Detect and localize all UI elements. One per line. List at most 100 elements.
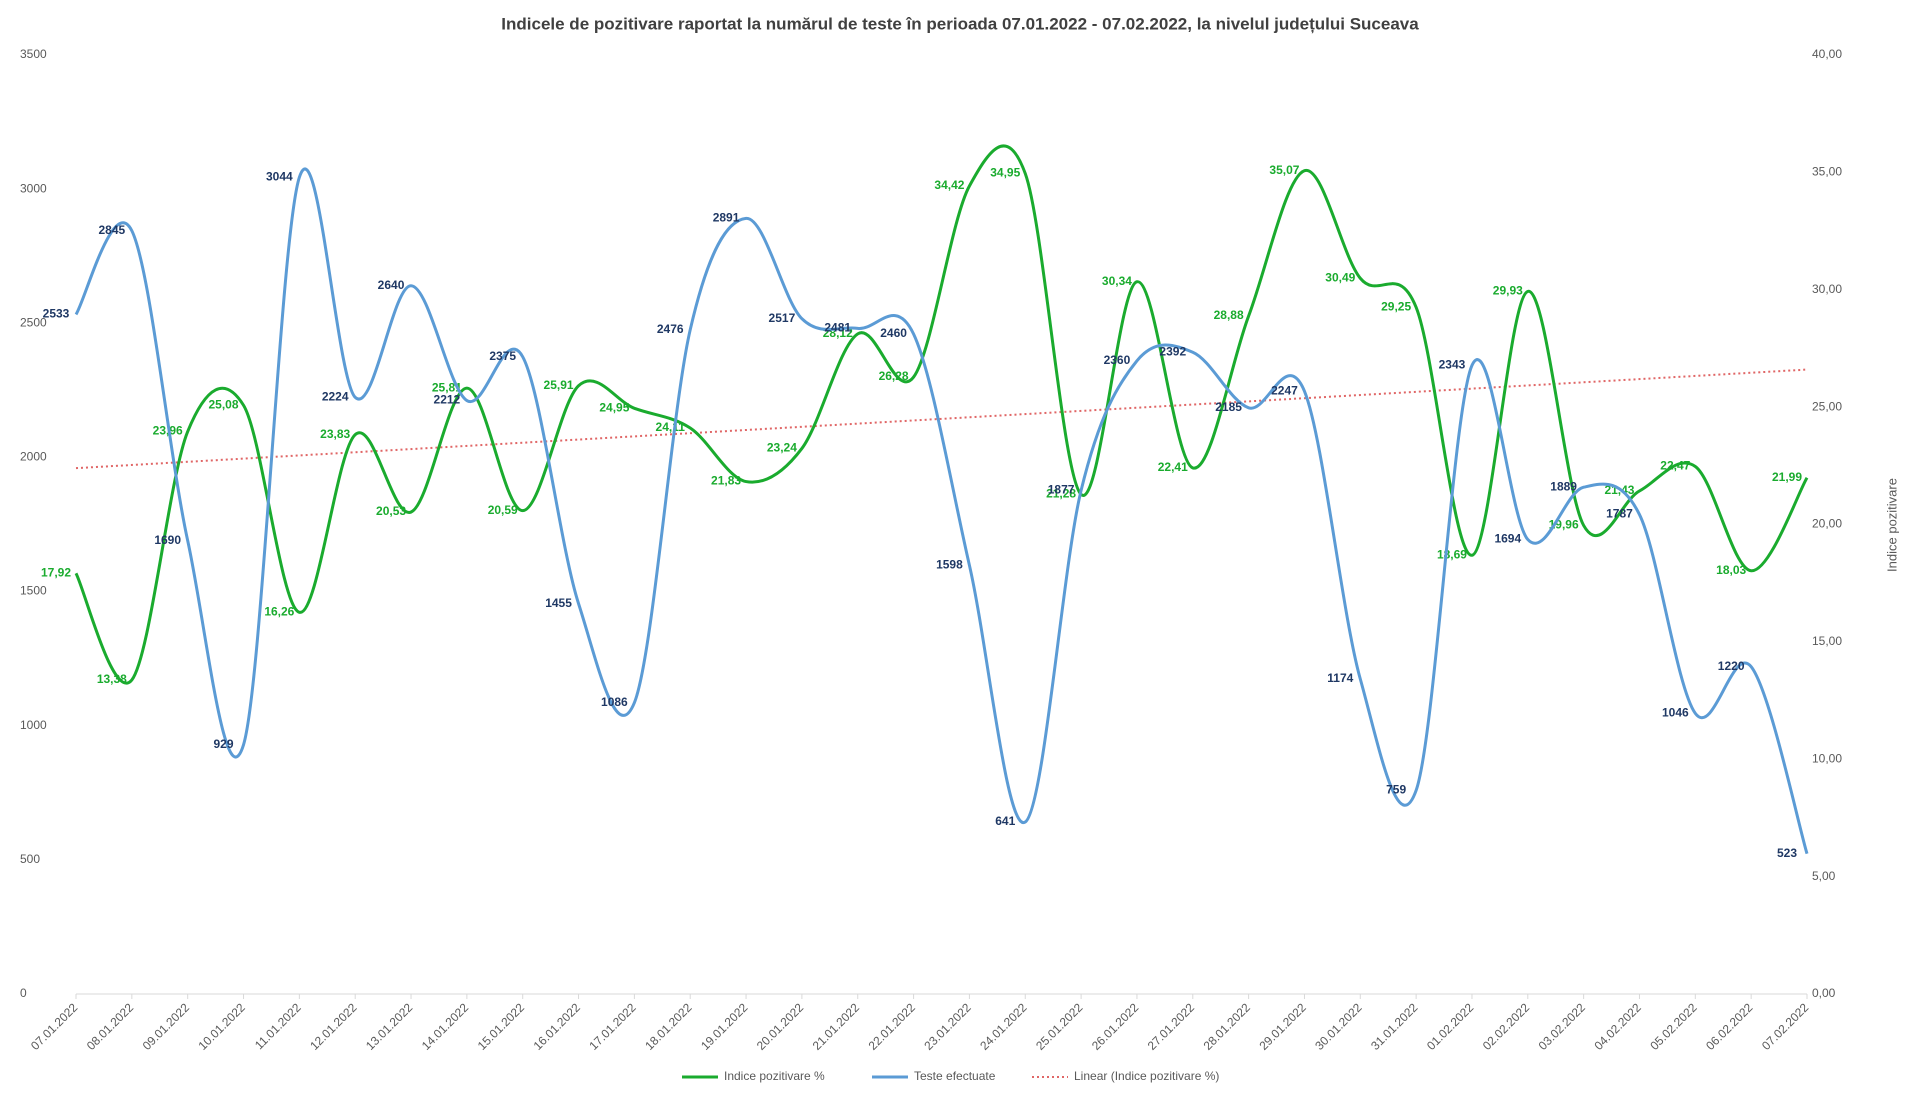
y-tick-label: 3000: [20, 181, 47, 195]
data-label: 23,83: [320, 427, 350, 441]
data-label: 30,49: [1325, 270, 1355, 284]
x-tick-label: 22.01.2022: [866, 1000, 919, 1053]
data-label: 2247: [1271, 383, 1298, 397]
x-tick-label: 14.01.2022: [419, 1000, 472, 1053]
data-label: 17,92: [41, 565, 71, 579]
data-label: 29,25: [1381, 300, 1411, 314]
x-tick-label: 11.01.2022: [252, 1000, 304, 1052]
data-label: 22,41: [1158, 460, 1188, 474]
data-label: 2481: [824, 321, 851, 335]
x-tick-label: 31.01.2022: [1368, 1000, 1421, 1053]
y2-tick-label: 35,00: [1812, 165, 1842, 179]
x-tick-label: 21.01.2022: [810, 1000, 863, 1053]
y-tick-label: 1500: [20, 584, 47, 598]
y-tick-label: 1000: [20, 718, 47, 732]
data-label: 18,03: [1716, 563, 1746, 577]
data-label: 1086: [601, 695, 628, 709]
data-label: 641: [995, 814, 1015, 828]
x-tick-label: 07.01.2022: [28, 1000, 81, 1053]
y-tick-label: 3500: [20, 47, 47, 61]
x-tick-label: 30.01.2022: [1312, 1000, 1365, 1053]
x-tick-label: 09.01.2022: [140, 1000, 193, 1053]
trend-line: [75, 368, 1808, 470]
data-label: 929: [214, 737, 234, 751]
x-tick-label: 19.01.2022: [698, 1000, 751, 1053]
data-label: 2224: [322, 390, 349, 404]
x-tick-label: 28.01.2022: [1201, 1000, 1254, 1053]
data-label: 34,42: [934, 178, 964, 192]
data-label: 1455: [545, 596, 572, 610]
data-label: 35,07: [1269, 163, 1299, 177]
y2-tick-label: 40,00: [1812, 47, 1842, 61]
data-label: 2845: [98, 223, 125, 237]
data-label: 1598: [936, 557, 963, 571]
x-tick-label: 10.01.2022: [196, 1000, 249, 1053]
data-label: 18,69: [1437, 547, 1467, 561]
data-label: 25,91: [544, 378, 574, 392]
x-tick-label: 23.01.2022: [921, 1000, 974, 1053]
x-tick-label: 29.01.2022: [1256, 1000, 1309, 1053]
x-tick-label: 18.01.2022: [642, 1000, 695, 1053]
series-line: [74, 144, 1809, 685]
x-tick-label: 02.02.2022: [1480, 1000, 1533, 1053]
x-tick-label: 06.02.2022: [1703, 1000, 1756, 1053]
data-label: 16,26: [264, 604, 294, 618]
data-label: 29,93: [1493, 284, 1523, 298]
data-label: 21,99: [1772, 470, 1802, 484]
data-label: 2185: [1215, 400, 1242, 414]
x-tick-label: 27.01.2022: [1145, 1000, 1198, 1053]
x-tick-label: 08.01.2022: [84, 1000, 137, 1053]
data-label: 2460: [880, 326, 907, 340]
y2-tick-label: 15,00: [1812, 634, 1842, 648]
y2-tick-label: 30,00: [1812, 282, 1842, 296]
data-label: 26,28: [879, 369, 909, 383]
x-tick-label: 05.02.2022: [1647, 1000, 1700, 1053]
data-label: 24,11: [656, 420, 686, 434]
x-tick-label: 01.02.2022: [1424, 1000, 1477, 1053]
data-label: 2517: [769, 311, 796, 325]
data-label: 21,28: [1046, 487, 1076, 501]
data-label: 22,47: [1660, 459, 1690, 473]
data-label: 1174: [1327, 671, 1353, 685]
x-tick-label: 16.01.2022: [531, 1000, 584, 1053]
series-line: [74, 167, 1809, 855]
data-label: 20,53: [376, 504, 406, 518]
data-label: 34,95: [990, 166, 1020, 180]
data-label: 1694: [1494, 532, 1521, 546]
data-label: 2392: [1159, 344, 1186, 358]
x-tick-label: 07.02.2022: [1759, 1000, 1812, 1053]
x-tick-label: 12.01.2022: [307, 1000, 360, 1053]
data-label: 21,83: [711, 474, 741, 488]
y-tick-label: 0: [20, 986, 27, 1000]
x-tick-label: 17.01.2022: [586, 1000, 639, 1053]
x-tick-label: 24.01.2022: [977, 1000, 1030, 1053]
x-tick-label: 25.01.2022: [1033, 1000, 1086, 1053]
data-label: 2212: [434, 393, 461, 407]
data-label: 24,95: [599, 400, 629, 414]
y2-tick-label: 10,00: [1812, 751, 1842, 765]
y2-tick-label: 0,00: [1812, 986, 1836, 1000]
data-label: 30,34: [1102, 274, 1132, 288]
data-label: 13,38: [97, 672, 127, 686]
data-label: 2343: [1439, 358, 1466, 372]
data-label: 1690: [154, 533, 181, 547]
x-tick-label: 26.01.2022: [1089, 1000, 1142, 1053]
data-label: 759: [1386, 783, 1406, 797]
x-tick-label: 03.02.2022: [1536, 1000, 1589, 1053]
data-label: 28,88: [1214, 308, 1244, 322]
y2-tick-label: 25,00: [1812, 399, 1842, 413]
data-label: 1889: [1550, 479, 1577, 493]
y2-axis-label: Indice pozitivare: [1884, 478, 1899, 572]
data-label: 1046: [1662, 706, 1689, 720]
data-label: 2891: [713, 211, 740, 225]
data-label: 523: [1777, 846, 1797, 860]
y2-tick-label: 5,00: [1812, 869, 1836, 883]
data-label: 2476: [657, 322, 684, 336]
data-label: 20,59: [488, 503, 518, 517]
data-label: 1787: [1606, 507, 1633, 521]
x-tick-label: 15.01.2022: [475, 1000, 528, 1053]
data-label: 2360: [1104, 353, 1131, 367]
y2-tick-label: 20,00: [1812, 517, 1842, 531]
data-label: 1220: [1718, 659, 1745, 673]
